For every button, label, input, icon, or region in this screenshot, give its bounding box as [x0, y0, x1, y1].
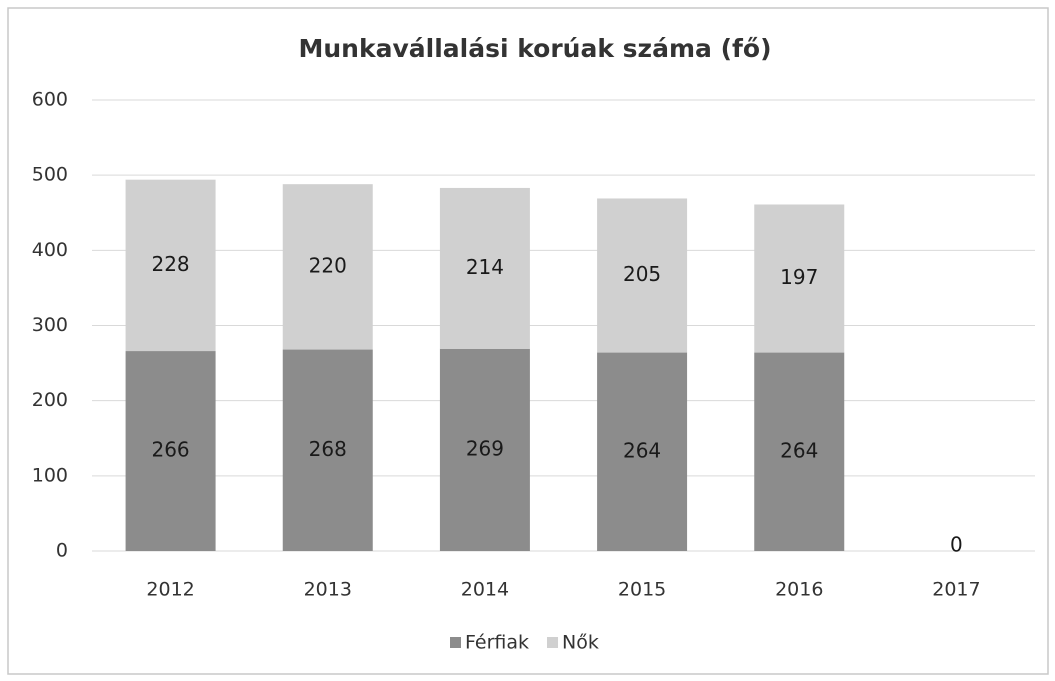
y-tick-label: 500 — [32, 164, 68, 186]
data-label: 264 — [623, 438, 661, 462]
bar-segment — [282, 349, 373, 551]
x-tick-label: 2016 — [775, 579, 823, 601]
y-tick-label: 300 — [32, 314, 68, 336]
data-label: 205 — [623, 262, 661, 286]
bar-segment — [439, 187, 530, 349]
data-label: 214 — [466, 255, 504, 279]
data-label: 220 — [309, 253, 347, 277]
data-label: 0 — [950, 533, 963, 557]
y-tick-label: 600 — [32, 89, 68, 111]
bar-segment — [754, 204, 845, 353]
chart-title: Munkavállalási korúak száma (fő) — [298, 34, 771, 63]
bar-segment — [597, 352, 688, 551]
bar-segment — [125, 351, 216, 551]
bar-segment — [597, 198, 688, 353]
x-tick-label: 2015 — [618, 579, 666, 601]
data-label: 266 — [151, 438, 189, 462]
y-tick-label: 0 — [56, 540, 68, 562]
y-tick-label: 200 — [32, 389, 68, 411]
bar-segment — [754, 352, 845, 551]
y-tick-label: 100 — [32, 464, 68, 486]
bar-segment — [125, 179, 216, 352]
data-label: 269 — [466, 436, 504, 460]
bar-segment — [282, 184, 373, 350]
legend-label: Nők — [562, 632, 599, 654]
x-tick-label: 2014 — [461, 579, 509, 601]
y-tick-label: 400 — [32, 239, 68, 261]
legend-label: Férfiak — [465, 632, 529, 654]
bar-segment — [439, 348, 530, 551]
legend-swatch — [547, 637, 559, 648]
x-tick-label: 2012 — [146, 579, 194, 601]
data-label: 197 — [780, 265, 818, 289]
data-label: 228 — [151, 252, 189, 276]
x-tick-label: 2017 — [932, 579, 980, 601]
data-label: 268 — [309, 437, 347, 461]
data-label: 264 — [780, 438, 818, 462]
x-tick-label: 2013 — [304, 579, 352, 601]
legend-swatch — [450, 637, 461, 648]
